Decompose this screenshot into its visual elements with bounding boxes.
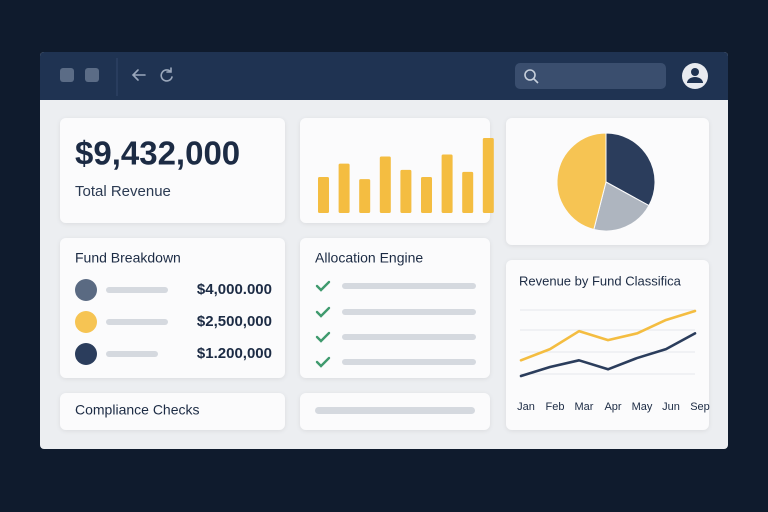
fund-list: $4,000.000 $2,500,000 $1.200,000 [75,279,272,365]
card-title: Fund Breakdown [75,250,181,266]
placeholder-line [342,309,476,315]
total-revenue-label: Total Revenue [75,183,171,200]
placeholder-line [342,359,476,365]
check-icon [315,280,331,292]
card [60,393,285,430]
bar [400,169,412,213]
bar [318,177,329,213]
placeholder-line [106,319,168,325]
avatar-body [687,77,703,83]
chart-title: Revenue by Fund Classifica [519,273,682,288]
x-tick-label: Feb [546,401,565,413]
pie-slice [605,132,656,207]
bar [462,171,474,213]
back-button[interactable] [131,69,146,81]
line-series [519,309,697,362]
placeholder-line [342,334,476,340]
placeholder-line [315,407,475,414]
search-icon [524,69,536,81]
card [60,118,285,223]
check-icon [315,306,331,318]
bar [421,177,432,213]
fund-amount: $1.200,000 [197,345,272,362]
window-button[interactable] [60,68,74,82]
bar [379,156,391,213]
card-title: Allocation Engine [315,250,423,266]
check-list [315,280,476,368]
x-tick-label: Jan [517,401,535,413]
search-icon [533,78,539,84]
avatar-head [691,68,699,76]
placeholder-line [106,351,158,357]
x-tick-label: May [632,401,653,413]
fund-dot [75,279,97,301]
refresh-button[interactable] [160,67,173,82]
chart-guides [520,309,695,375]
placeholder-line [106,287,168,293]
x-tick-label: Mar [575,401,594,413]
x-tick-label: Sep [690,401,710,413]
card-title: Compliance Checks [75,402,200,418]
window-button[interactable] [85,68,99,82]
line-series [519,332,697,378]
pie-slice [556,132,607,231]
search-box[interactable] [515,63,666,89]
fund-amount: $4,000.000 [197,281,272,298]
total-revenue-value: $9,432,000 [75,135,240,172]
card [60,238,285,378]
bar [482,138,494,213]
placeholder-line [342,283,476,289]
fund-amount: $2,500,000 [197,313,272,330]
fund-dot [75,311,97,333]
x-tick-label: Apr [604,401,621,413]
x-tick-label: Jun [662,401,680,413]
check-icon [315,331,331,343]
bar [441,154,453,213]
bar [359,179,371,213]
bar [338,163,350,213]
card [300,238,490,378]
card [506,260,709,430]
fund-dot [75,343,97,365]
check-icon [315,356,331,368]
pie-slice [593,181,650,232]
